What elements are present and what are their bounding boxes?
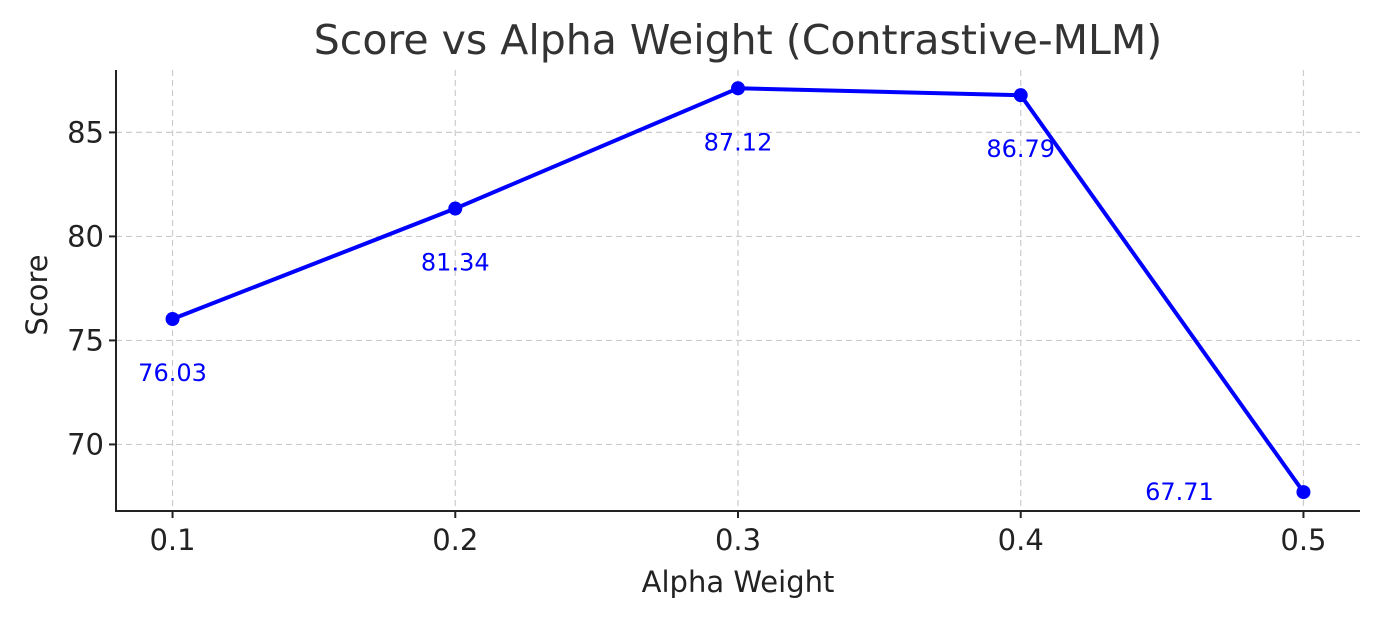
data-point xyxy=(448,201,463,216)
data-point xyxy=(1013,88,1028,103)
x-tick-label: 0.3 xyxy=(715,523,761,557)
data-label: 76.03 xyxy=(138,359,207,387)
data-point xyxy=(731,81,745,96)
x-tick-label: 0.4 xyxy=(998,523,1044,557)
data-labels-layer: 76.03 81.34 87.12 86.79 67.71 xyxy=(138,128,1214,506)
x-tick-label: 0.5 xyxy=(1280,523,1326,557)
data-label: 87.12 xyxy=(704,128,773,156)
x-tick-label: 0.1 xyxy=(149,523,195,557)
x-tick-label: 0.2 xyxy=(432,523,478,557)
series-layer xyxy=(165,81,1311,500)
data-point xyxy=(165,311,180,326)
data-label: 67.71 xyxy=(1145,478,1214,506)
grid-layer xyxy=(116,70,1360,511)
chart-title: Score vs Alpha Weight (Contrastive-MLM) xyxy=(314,16,1162,64)
y-tick-label: 75 xyxy=(67,323,104,357)
data-point xyxy=(1296,485,1311,500)
data-label: 81.34 xyxy=(421,249,490,277)
data-label: 86.79 xyxy=(986,135,1055,163)
axes-layer: 0.1 0.2 0.3 0.4 0.5 70 75 80 85 xyxy=(67,70,1360,557)
y-tick-label: 80 xyxy=(67,219,104,253)
y-tick-label: 70 xyxy=(67,427,104,461)
y-axis-label: Score xyxy=(20,254,54,335)
x-axis-label: Alpha Weight xyxy=(642,565,835,599)
y-tick-label: 85 xyxy=(67,115,104,149)
